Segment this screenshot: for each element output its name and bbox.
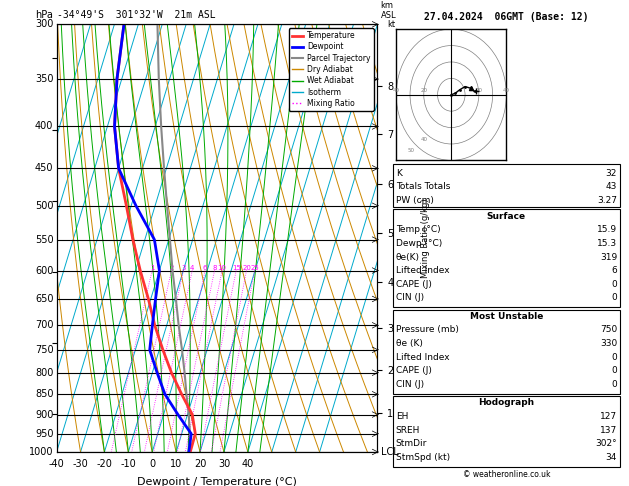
Text: PW (cm): PW (cm) [396,196,433,205]
Text: © weatheronline.co.uk: © weatheronline.co.uk [462,469,550,479]
Text: 0: 0 [611,366,617,375]
Text: 20: 20 [194,459,206,469]
Text: 32: 32 [606,169,617,177]
Text: hPa: hPa [35,10,53,20]
Text: CIN (J): CIN (J) [396,294,424,302]
Text: 15.9: 15.9 [597,226,617,234]
Text: 0: 0 [149,459,155,469]
Text: 700: 700 [35,320,53,330]
Text: 50: 50 [408,148,415,153]
Text: StmDir: StmDir [396,439,427,448]
Text: -40: -40 [48,459,65,469]
Text: 750: 750 [600,326,617,334]
Text: 850: 850 [35,389,53,399]
Text: 34: 34 [606,453,617,462]
Text: 600: 600 [35,265,53,276]
Text: 1: 1 [150,264,154,271]
Text: Hodograph: Hodograph [478,399,535,407]
Text: LCL: LCL [381,447,398,457]
Text: Totals Totals: Totals Totals [396,182,450,191]
Text: 40: 40 [392,88,400,93]
Text: SREH: SREH [396,426,420,434]
Text: CIN (J): CIN (J) [396,380,424,389]
Text: 800: 800 [35,368,53,378]
Text: 1000: 1000 [29,447,53,457]
X-axis label: Dewpoint / Temperature (°C): Dewpoint / Temperature (°C) [137,477,297,486]
Y-axis label: Mixing Ratio (g/kg): Mixing Ratio (g/kg) [421,198,430,278]
Text: 0: 0 [611,280,617,289]
Text: km
ASL: km ASL [381,0,396,20]
Text: -10: -10 [121,459,136,469]
Text: 0: 0 [611,294,617,302]
Text: Dewp (°C): Dewp (°C) [396,239,442,248]
Text: 20: 20 [242,264,251,271]
Text: 137: 137 [600,426,617,434]
Text: Most Unstable: Most Unstable [470,312,543,321]
Text: 650: 650 [35,294,53,304]
Legend: Temperature, Dewpoint, Parcel Trajectory, Dry Adiabat, Wet Adiabat, Isotherm, Mi: Temperature, Dewpoint, Parcel Trajectory… [289,28,374,111]
Text: 43: 43 [606,182,617,191]
Text: EH: EH [396,412,408,421]
Text: 10: 10 [218,264,226,271]
Text: 15: 15 [231,264,241,271]
Text: 450: 450 [35,163,53,174]
Text: -20: -20 [96,459,113,469]
Text: 15.3: 15.3 [597,239,617,248]
Text: -34°49'S  301°32'W  21m ASL: -34°49'S 301°32'W 21m ASL [57,10,215,20]
Text: 6: 6 [611,266,617,275]
Text: 300: 300 [35,19,53,29]
Text: θe(K): θe(K) [396,253,420,261]
Text: 20: 20 [420,88,427,93]
Text: 4: 4 [190,264,194,271]
Text: CAPE (J): CAPE (J) [396,280,431,289]
Text: kt: kt [387,19,396,29]
Text: K: K [396,169,401,177]
Text: 319: 319 [600,253,617,261]
Text: 25: 25 [250,264,259,271]
Text: θe (K): θe (K) [396,339,423,348]
Text: 0: 0 [611,380,617,389]
Text: 330: 330 [600,339,617,348]
Text: Lifted Index: Lifted Index [396,266,449,275]
Text: 350: 350 [35,74,53,84]
Text: Temp (°C): Temp (°C) [396,226,440,234]
Text: 8: 8 [213,264,217,271]
Text: 0: 0 [611,353,617,362]
Text: CAPE (J): CAPE (J) [396,366,431,375]
Text: 500: 500 [35,201,53,211]
Text: 950: 950 [35,429,53,439]
Text: Lifted Index: Lifted Index [396,353,449,362]
Text: 27.04.2024  06GMT (Base: 12): 27.04.2024 06GMT (Base: 12) [424,12,589,22]
Text: Surface: Surface [487,212,526,221]
Text: 40: 40 [242,459,254,469]
Text: Pressure (mb): Pressure (mb) [396,326,459,334]
Text: 30: 30 [218,459,230,469]
Text: 302°: 302° [596,439,617,448]
Text: 750: 750 [35,345,53,355]
Text: 20: 20 [476,88,482,93]
Text: 40: 40 [421,137,428,142]
Text: 550: 550 [35,235,53,244]
Text: StmSpd (kt): StmSpd (kt) [396,453,450,462]
Text: 400: 400 [35,122,53,132]
Text: -30: -30 [72,459,89,469]
Text: 6: 6 [203,264,208,271]
Text: 900: 900 [35,410,53,419]
Text: 3.27: 3.27 [597,196,617,205]
Text: 3: 3 [181,264,186,271]
Text: 2: 2 [169,264,174,271]
Text: 40: 40 [503,88,510,93]
Text: 127: 127 [600,412,617,421]
Text: 10: 10 [170,459,182,469]
